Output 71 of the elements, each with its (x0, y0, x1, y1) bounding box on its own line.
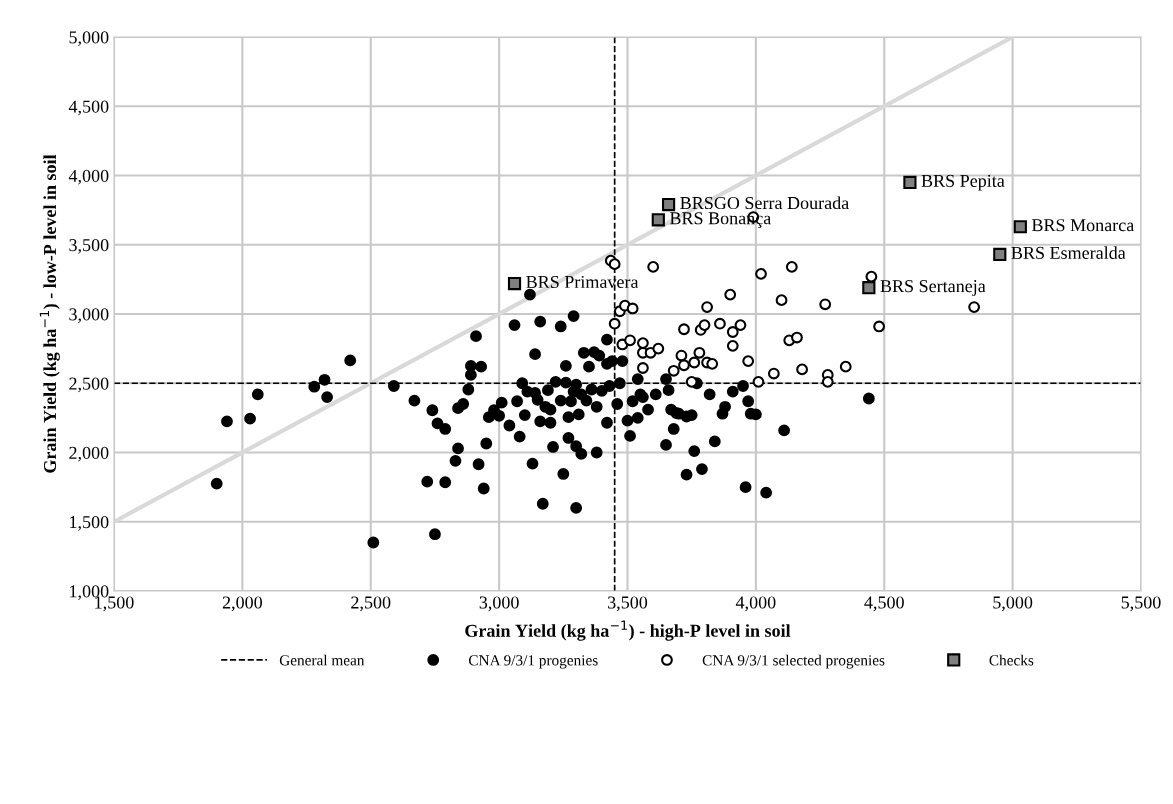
point (993, 247, 1007, 262)
point (624, 334, 636, 347)
x-tick-label: 3,000 (479, 596, 519, 612)
x-tick-label: 4,000 (735, 596, 776, 612)
point (678, 323, 690, 336)
point (726, 339, 739, 352)
x-tick-label: 5,500 (1121, 596, 1161, 612)
point (647, 261, 660, 273)
point (775, 294, 788, 307)
point (608, 258, 621, 271)
point (968, 301, 981, 313)
x-tick-label: 4,500 (864, 596, 904, 612)
y-tick-label: 4,500 (68, 100, 109, 116)
y-tick-label: 3,000 (69, 308, 109, 324)
point (693, 346, 706, 359)
point (821, 375, 834, 388)
point (873, 320, 886, 333)
point (701, 301, 713, 313)
point (734, 319, 747, 331)
x-tick-label: 5,000 (993, 596, 1033, 612)
point (637, 362, 649, 374)
point (698, 319, 711, 331)
point (626, 302, 639, 315)
point (1013, 220, 1027, 234)
x-tick-label: 2,000 (222, 596, 262, 612)
legend-label: CNA 9/3/1 progenies (468, 655, 598, 669)
point (724, 288, 737, 301)
point (678, 359, 690, 372)
point (752, 375, 765, 388)
point (661, 197, 676, 212)
annotation: BRSGO Serra Dourada (680, 196, 849, 210)
x-axis-title: Grain Yield (kg ha$^{−1}$) - high-P level in soil (465, 620, 791, 641)
point (785, 261, 798, 273)
point (903, 175, 917, 190)
y-tick-label: 5,000 (69, 31, 109, 47)
point (767, 367, 780, 380)
y-axis-title: Grain Yield (kg ha$^{−1}$) - low-P level in soil (39, 154, 60, 473)
y-tick-label: 1,500 (70, 516, 109, 531)
legend-label: CNA 9/3/1 selected progenies (702, 654, 885, 669)
annotation: BRS Sertaneja (880, 280, 986, 296)
y-tick-label: 3,500 (69, 239, 109, 254)
annotation: BRS Esmeralda (1011, 246, 1126, 259)
point (652, 342, 665, 355)
y-tick-label: 2,000 (69, 446, 109, 462)
point (507, 276, 522, 291)
point (791, 331, 803, 344)
point (706, 357, 719, 370)
x-tick-label: 3,500 (608, 596, 648, 612)
annotation: BRS Bonança (669, 212, 771, 229)
point (651, 213, 665, 227)
x-tick-label: 2,500 (351, 596, 391, 612)
point (796, 363, 808, 376)
point (839, 360, 852, 373)
legend-label: Checks (989, 654, 1034, 666)
y-tick-label: 4,000 (68, 169, 109, 185)
y-tick-label: 2,500 (69, 377, 109, 393)
legend-label: General mean (279, 654, 365, 666)
point (667, 364, 680, 377)
point (637, 337, 649, 349)
point (742, 355, 755, 367)
point (819, 298, 832, 311)
point (862, 281, 876, 295)
point (755, 267, 767, 280)
point (675, 349, 688, 362)
point (688, 356, 701, 369)
point (714, 317, 726, 330)
annotation: BRS Monarca (1031, 219, 1134, 232)
point (608, 317, 621, 330)
point (726, 326, 739, 338)
annotation: BRS Pepita (921, 174, 1005, 191)
annotation: BRS Primavera (526, 275, 639, 289)
